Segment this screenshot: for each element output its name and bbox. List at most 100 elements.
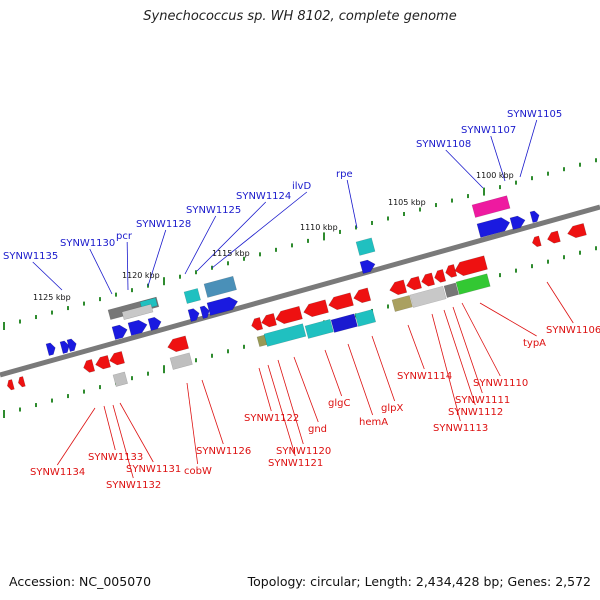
reverse-gene-arrow [421,272,436,287]
misc-feature-box [203,275,237,298]
reverse-gene-arrow [445,264,458,278]
reverse-gene-arrow [83,359,96,373]
scale-label: 1125 kbp [33,293,71,302]
reverse-label-leader [119,402,154,463]
forward-gene-label: SYNW1125 [186,205,241,216]
scale-label: 1120 kbp [122,271,160,280]
forward-label-leader [196,201,267,272]
forward-gene-arrow [66,338,77,352]
misc-feature-box [391,295,413,312]
reverse-gene-arrow [275,305,303,325]
genome-summary-text: Topology: circular; Length: 2,434,428 bp… [247,574,591,589]
misc-feature-box [304,318,334,339]
scale-label: 1110 kbp [300,223,338,232]
reverse-gene-label: SYNW1126 [196,446,251,457]
reverse-label-leader [112,404,134,479]
reverse-gene-arrow [167,335,189,353]
reverse-gene-label: SYNW1133 [88,452,143,463]
forward-gene-label: SYNW1130 [60,238,115,249]
forward-gene-label: rpe [336,169,353,180]
forward-gene-label: SYNW1124 [236,191,291,202]
forward-gene-label: SYNW1128 [136,219,191,230]
reverse-gene-label: SYNW1131 [126,464,181,475]
gene-features [7,195,587,391]
forward-label-leader [490,135,506,182]
misc-feature-box [409,285,447,308]
reverse-label-leader [479,302,537,337]
reverse-label-leader [201,379,224,445]
reverse-gene-arrow [353,287,372,304]
scale-label: 1100 kbp [476,171,514,180]
forward-gene-arrow [111,324,128,340]
map-title: Synechococcus sp. WH 8102, complete geno… [143,9,457,24]
reverse-gene-label: gnd [308,424,327,435]
forward-gene-arrow [529,210,540,223]
reverse-label-leader [103,405,116,451]
misc-feature-box [169,352,193,370]
reverse-label-leader [371,335,396,402]
forward-gene-arrow [509,215,526,230]
reverse-gene-label: typA [523,338,546,349]
reverse-gene-label: SYNW1114 [397,371,452,382]
reverse-gene-label: cobW [184,466,212,477]
reverse-gene-arrow [389,279,408,296]
reverse-gene-label: SYNW1121 [268,458,323,469]
forward-label-leader [89,248,113,295]
reverse-gene-arrow [567,223,587,239]
misc-feature-box [112,371,129,387]
reverse-gene-arrow [406,276,422,291]
scale-label: 1105 kbp [388,198,426,207]
reverse-gene-arrow [109,351,125,366]
reverse-label-leader [186,382,199,465]
forward-gene-label: SYNW1105 [507,109,562,120]
reverse-gene-arrow [303,299,329,318]
scale-labels: 1125 kbp 1120 kbp 1115 kbp 1110 kbp 1105 kbp… [33,171,514,302]
reverse-gene-label: hemA [359,417,388,428]
reverse-gene-arrow [18,376,26,388]
forward-gene-arrow [147,317,162,331]
reverse-label-leader [324,349,343,397]
misc-feature-box [263,323,307,347]
forward-label-leader [126,241,129,291]
forward-label-leader [445,149,484,189]
forward-label-leader [147,229,167,287]
forward-gene-arrow [199,305,210,319]
scale-label: 1115 kbp [212,249,250,258]
reverse-gene-label: SYNW1132 [106,480,161,491]
forward-gene-label: ilvD [292,181,311,192]
forward-gene-label: pcr [116,231,133,242]
accession-text: Accession: NC_005070 [9,574,152,589]
reverse-gene-label: SYNW1120 [276,446,331,457]
forward-gene-arrow [476,217,511,238]
forward-gene-label: SYNW1108 [416,139,471,150]
genome-backbone [0,204,600,378]
misc-feature-box [455,273,491,295]
forward-label-leader [211,191,308,269]
reverse-gene-arrow [95,355,111,370]
forward-gene-arrow [206,296,239,316]
reverse-gene-arrow [251,317,264,331]
misc-feature-box [355,237,376,256]
reverse-label-leader [293,356,319,423]
forward-label-leader [346,179,358,229]
forward-gene-arrow [127,319,148,336]
misc-feature-box [121,303,154,321]
forward-gene-label: SYNW1135 [3,251,58,262]
reverse-label-leader [277,359,304,445]
forward-label-leader [519,119,538,178]
misc-feature-box [183,288,201,304]
reverse-gene-arrow [547,230,561,244]
reverse-gene-arrow [454,255,488,276]
label-leaders [32,119,574,479]
reverse-gene-label: SYNW1112 [448,407,503,418]
reverse-gene-arrow [328,292,354,311]
reverse-gene-label: SYNW1111 [455,395,510,406]
reverse-gene-label: SYNW1134 [30,467,85,478]
reverse-gene-label: SYNW1110 [473,378,528,389]
reverse-gene-arrow [434,269,447,283]
reverse-gene-arrow [261,313,277,328]
